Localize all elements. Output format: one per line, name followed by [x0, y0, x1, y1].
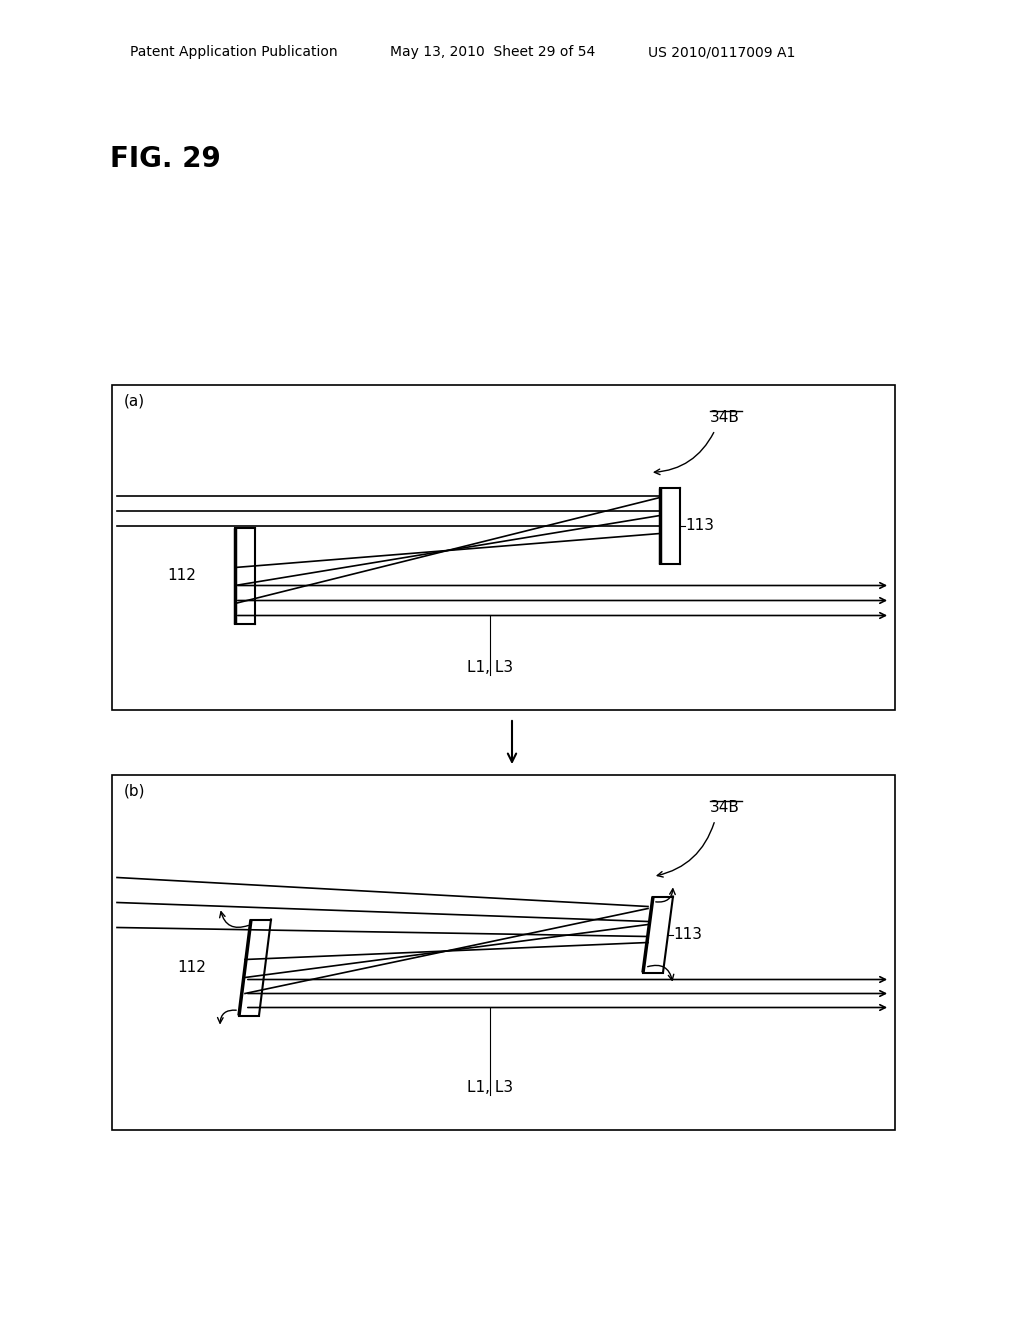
- Text: 34B: 34B: [710, 800, 740, 814]
- Text: 34B: 34B: [710, 411, 740, 425]
- Text: L1, L3: L1, L3: [467, 660, 513, 675]
- Text: 112: 112: [167, 568, 196, 583]
- Text: May 13, 2010  Sheet 29 of 54: May 13, 2010 Sheet 29 of 54: [390, 45, 595, 59]
- Bar: [112, 385, 895, 710]
- Text: Patent Application Publication: Patent Application Publication: [130, 45, 338, 59]
- Text: 113: 113: [685, 517, 714, 533]
- Text: (a): (a): [124, 393, 145, 408]
- Bar: [112, 775, 895, 1130]
- Text: L1, L3: L1, L3: [467, 1080, 513, 1096]
- Text: (b): (b): [124, 783, 145, 799]
- Text: FIG. 29: FIG. 29: [110, 145, 221, 173]
- Text: 113: 113: [673, 927, 702, 942]
- Text: 112: 112: [177, 960, 206, 975]
- Text: US 2010/0117009 A1: US 2010/0117009 A1: [648, 45, 796, 59]
